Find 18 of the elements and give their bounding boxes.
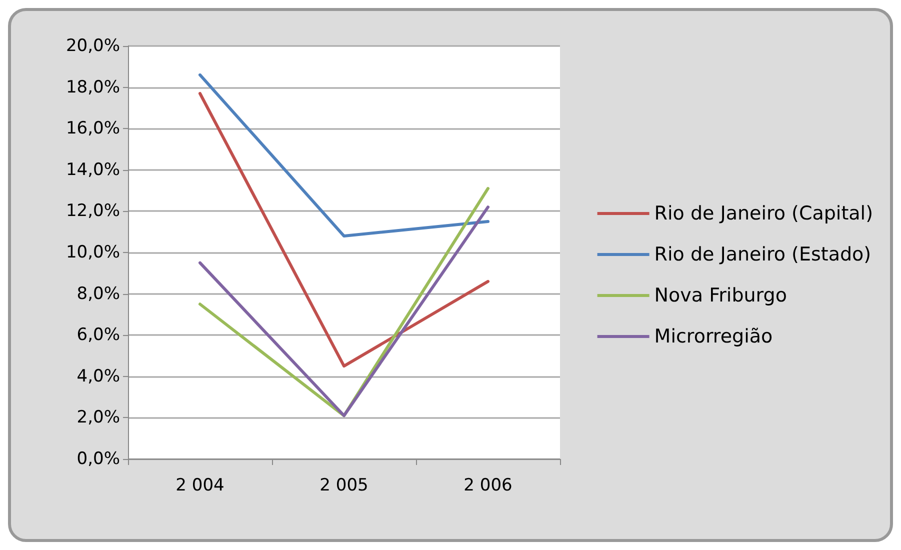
legend-label: Nova Friburgo — [654, 284, 787, 306]
y-tick-label: 0,0% — [76, 449, 120, 469]
y-tick-label: 18,0% — [66, 77, 120, 98]
legend-label: Rio de Janeiro (Capital) — [654, 202, 874, 224]
y-tick-label: 4,0% — [76, 366, 120, 386]
y-tick-label: 16,0% — [66, 118, 120, 139]
legend-label: Microrregião — [654, 326, 773, 348]
y-tick-label: 2,0% — [76, 408, 120, 428]
x-tick-label: 2 006 — [464, 476, 512, 496]
y-tick-label: 8,0% — [76, 284, 120, 304]
x-tick-label: 2 004 — [176, 476, 224, 496]
y-tick-label: 14,0% — [66, 160, 120, 180]
y-tick-label: 12,0% — [66, 201, 120, 222]
y-tick-label: 20,0% — [66, 36, 120, 56]
y-tick-label: 10,0% — [66, 242, 120, 262]
x-tick-label: 2 005 — [320, 476, 368, 496]
y-tick-label: 6,0% — [76, 325, 120, 346]
legend-label: Rio de Janeiro (Estado) — [654, 244, 872, 266]
